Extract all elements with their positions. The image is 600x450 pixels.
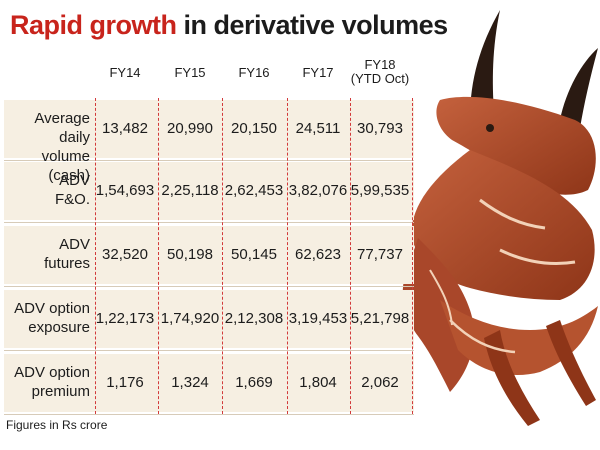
row-label: ADV F&O.: [54, 172, 90, 208]
table-cell: 50,145: [231, 246, 277, 263]
row-divider: [4, 222, 414, 223]
table-row: [4, 100, 414, 158]
bull-leg-front: [484, 330, 540, 426]
bull-swirl: [479, 198, 546, 230]
table-row: [4, 290, 414, 348]
table-row: [4, 354, 414, 412]
table-cell: 5,99,535: [350, 182, 410, 199]
column-divider: [350, 98, 351, 414]
row-label: Average daily volume (cash): [34, 110, 90, 184]
table-cell: 62,623: [295, 246, 341, 263]
bull-horn-left: [470, 10, 500, 118]
bull-head: [436, 96, 596, 197]
column-header: FY14: [109, 65, 141, 80]
row-label: ADV option premium: [14, 364, 90, 400]
column-header: FY16: [238, 65, 270, 80]
bull-swirl: [449, 319, 516, 354]
table-cell: 3,19,453: [288, 310, 348, 327]
row-divider: [4, 160, 414, 161]
row-label: ADV futures: [44, 236, 90, 272]
title-accent: Rapid growth: [10, 10, 177, 40]
table-cell: 1,22,173: [95, 310, 155, 327]
bull-swirl: [429, 269, 453, 326]
bull-swirl: [499, 248, 576, 265]
column-divider: [287, 98, 288, 414]
table-cell: 30,793: [357, 120, 403, 137]
table-cell: 3,82,076: [288, 182, 348, 199]
table-cell: 2,12,308: [224, 310, 284, 327]
table-cell: 2,25,118: [161, 182, 219, 199]
table-cell: 13,482: [102, 120, 148, 137]
table-cell: 1,324: [171, 374, 209, 391]
table-cell: 32,520: [102, 246, 148, 263]
bull-rear: [402, 238, 474, 392]
column-header: FY17: [302, 65, 334, 80]
table-cell: 77,737: [357, 246, 403, 263]
row-divider: [4, 414, 414, 415]
column-header: FY18 (YTD Oct): [350, 57, 410, 86]
column-divider: [412, 98, 413, 414]
table-cell: 24,511: [295, 120, 341, 137]
table-cell: 1,54,693: [95, 182, 155, 199]
column-divider: [222, 98, 223, 414]
bull-leg-rear: [546, 320, 596, 406]
table-cell: 1,74,920: [160, 310, 220, 327]
row-divider: [4, 286, 414, 287]
title-rest: in derivative volumes: [183, 10, 449, 40]
column-divider: [95, 98, 96, 414]
table-cell: 50,198: [167, 246, 213, 263]
bull-eye: [486, 124, 494, 132]
table-cell: 1,804: [299, 374, 337, 391]
column-header: FY15: [174, 65, 206, 80]
table-cell: 20,150: [231, 120, 277, 137]
table-cell: 2,62,453: [224, 182, 284, 199]
table-cell: 2,062: [361, 374, 399, 391]
row-label: ADV option exposure: [14, 300, 90, 336]
table-cell: 1,176: [106, 374, 144, 391]
footnote: Figures in Rs crore: [6, 418, 108, 432]
table-cell: 1,669: [235, 374, 273, 391]
chart-title: Rapid growth in derivative volumes: [10, 10, 448, 41]
table-cell: 20,990: [167, 120, 213, 137]
bull-horn-right: [560, 48, 598, 128]
column-divider: [158, 98, 159, 414]
table-cell: 5,21,798: [350, 310, 410, 327]
row-divider: [4, 350, 414, 351]
table-row: [4, 226, 414, 284]
table-row: [4, 162, 414, 220]
